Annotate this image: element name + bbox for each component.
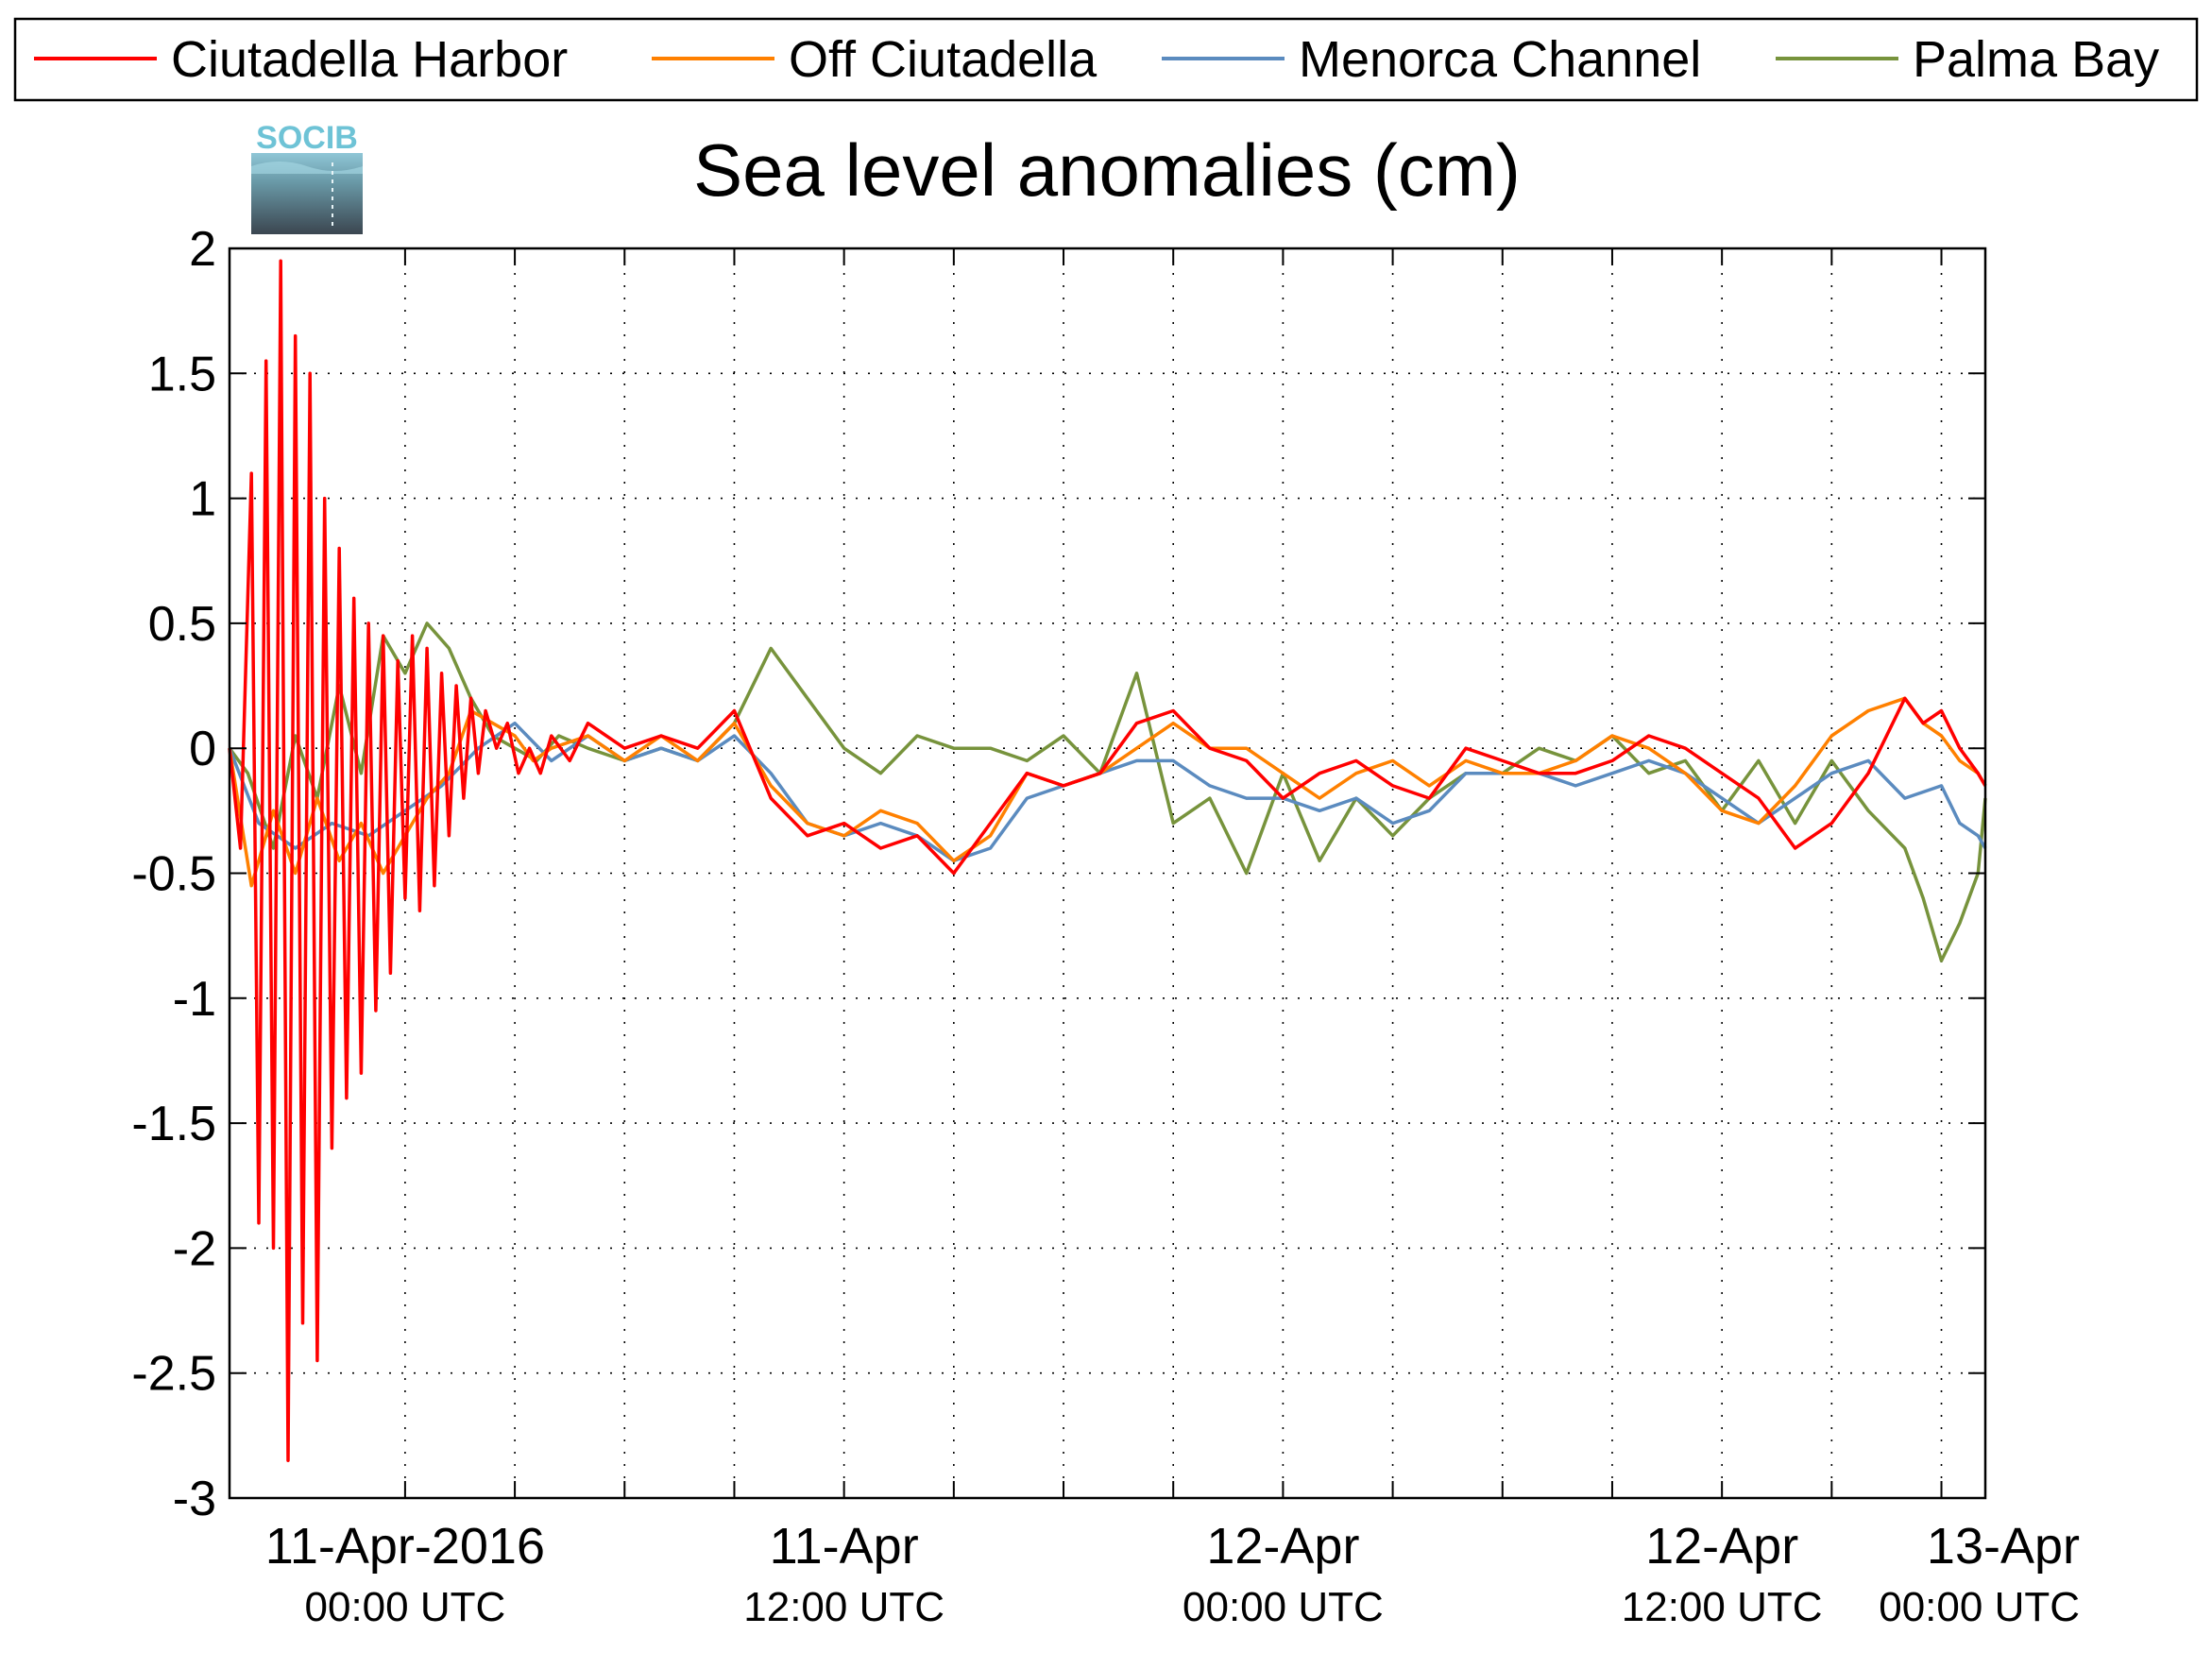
- x-tick-label-time: 00:00 UTC: [1183, 1584, 1384, 1630]
- logo-wave: [251, 162, 363, 174]
- series-layer: [228, 259, 1987, 1463]
- y-axis-tick-labels: 2 1.5 1 0.5 0 -0.5 -1 -1.5 -2 -2.5 -3: [131, 222, 216, 1526]
- legend: Ciutadella Harbor Off Ciutadella Menorca C…: [13, 17, 2199, 102]
- y-tick-label: -1: [173, 972, 216, 1027]
- x-tick-label-date: 13-Apr: [1927, 1518, 2080, 1575]
- y-tick-label: -2.5: [131, 1347, 216, 1402]
- x-tick-label-date: 12-Apr: [1645, 1518, 1798, 1575]
- series-line-menorca-channel: [228, 721, 1987, 863]
- y-tick-label: 0: [189, 722, 216, 776]
- x-axis-tick-labels: 11-Apr-2016 00:00 UTC 11-Apr 12:00 UTC 12-Ap…: [265, 1518, 2080, 1630]
- x-tick-label-date: 11-Apr: [770, 1518, 919, 1575]
- legend-label: Palma Bay: [1913, 31, 2159, 88]
- y-tick-label: 2: [189, 222, 216, 277]
- x-tick-label-date: 12-Apr: [1206, 1518, 1359, 1575]
- y-tick-label: 0.5: [148, 597, 216, 652]
- x-tick-label-time: 00:00 UTC: [1879, 1584, 2080, 1630]
- series-line-ciutadella-harbor: [228, 259, 1987, 1463]
- x-tick-label-time: 00:00 UTC: [305, 1584, 506, 1630]
- chart-title: Sea level anomalies (cm): [693, 128, 1521, 212]
- legend-items: Ciutadella Harbor Off Ciutadella Menorca C…: [34, 31, 2159, 88]
- legend-label: Menorca Channel: [1299, 31, 1701, 88]
- y-tick-label: -1.5: [131, 1097, 216, 1151]
- y-tick-label: 1.5: [148, 347, 216, 401]
- socib-logo: SOCIB: [251, 120, 363, 234]
- y-tick-label: 1: [189, 472, 216, 527]
- legend-label: Off Ciutadella: [789, 31, 1097, 88]
- axis-ticks: [230, 247, 1985, 1499]
- y-tick-label: -3: [173, 1472, 216, 1526]
- logo-text: SOCIB: [256, 120, 358, 156]
- legend-label: Ciutadella Harbor: [171, 31, 568, 88]
- x-tick-label-time: 12:00 UTC: [1622, 1584, 1823, 1630]
- x-tick-label-time: 12:00 UTC: [743, 1584, 944, 1630]
- y-tick-label: -2: [173, 1221, 216, 1276]
- y-tick-label: -0.5: [131, 847, 216, 902]
- x-tick-label-date: 11-Apr-2016: [265, 1518, 545, 1575]
